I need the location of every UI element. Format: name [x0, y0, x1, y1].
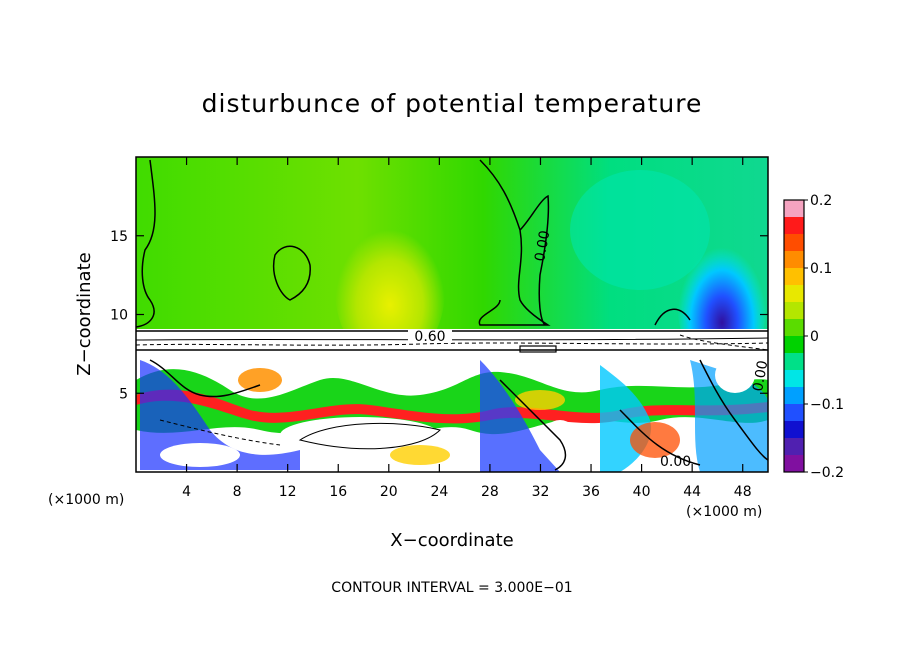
colorbar-swatch — [784, 438, 804, 456]
colorbar-swatch — [784, 268, 804, 286]
y-axis-label: Z−coordinate — [74, 252, 95, 375]
colorbar-swatch — [784, 387, 804, 405]
x-tick-label: 44 — [683, 484, 701, 500]
x-tick-label: 24 — [430, 484, 448, 500]
x-tick-label: 32 — [532, 484, 550, 500]
colorbar-tick-label: 0.1 — [810, 261, 832, 277]
contour-label-000-right: 0.00 — [750, 359, 771, 392]
colorbar-swatch — [784, 217, 804, 235]
colorbar-swatch — [784, 455, 804, 473]
chart-title: disturbunce of potential temperature — [202, 89, 703, 118]
colorbar-swatch — [784, 285, 804, 303]
heatmap-field — [136, 157, 768, 472]
x-tick-label: 48 — [734, 484, 752, 500]
colorbar-tick-label: −0.1 — [810, 397, 844, 413]
x-tick-label: 16 — [329, 484, 347, 500]
x-unit-left: (×1000 m) — [48, 492, 124, 508]
contour-interval-note: CONTOUR INTERVAL = 3.000E−01 — [331, 580, 572, 596]
colorbar-swatch — [784, 319, 804, 337]
contour-label-060: 0.60 — [414, 329, 445, 345]
x-axis-label: X−coordinate — [390, 530, 513, 551]
colorbar-tick-label: 0.2 — [810, 193, 832, 209]
cyan-region — [570, 170, 710, 290]
colorbar-tick-label: 0 — [810, 329, 819, 345]
x-tick-label: 28 — [481, 484, 499, 500]
colorbar-swatch — [784, 421, 804, 439]
x-tick-label: 12 — [279, 484, 297, 500]
contour-label-000-upper: 0.00 — [532, 229, 553, 262]
y-axis-ticks: 5 10 15 — [110, 229, 768, 402]
x-tick-label: 20 — [380, 484, 398, 500]
colorbar-swatch — [784, 200, 804, 218]
colorbar-swatch — [784, 251, 804, 269]
x-axis-ticks: 4 8 12 16 20 24 28 32 36 40 44 48 — [182, 157, 752, 500]
y-tick-label: 10 — [110, 308, 128, 324]
x-tick-label: 36 — [582, 484, 600, 500]
x-unit-right: (×1000 m) — [686, 504, 762, 520]
x-tick-label: 4 — [182, 484, 191, 500]
contour-label-000-bottom: 0.00 — [660, 454, 691, 470]
colorbar: 0.2 0.1 0 −0.1 −0.2 — [783, 193, 844, 481]
warm-anomaly — [335, 215, 445, 365]
colorbar-swatch — [784, 234, 804, 252]
colorbar-swatch — [784, 370, 804, 388]
y-tick-label: 5 — [119, 386, 128, 402]
colorbar-tick-label: −0.2 — [810, 465, 844, 481]
colorbar-swatch — [784, 302, 804, 320]
y-tick-label: 15 — [110, 229, 128, 245]
colorbar-swatch — [784, 404, 804, 422]
x-tick-label: 40 — [633, 484, 651, 500]
colorbar-swatch — [784, 336, 804, 354]
colorbar-swatch — [784, 353, 804, 371]
x-tick-label: 8 — [233, 484, 242, 500]
